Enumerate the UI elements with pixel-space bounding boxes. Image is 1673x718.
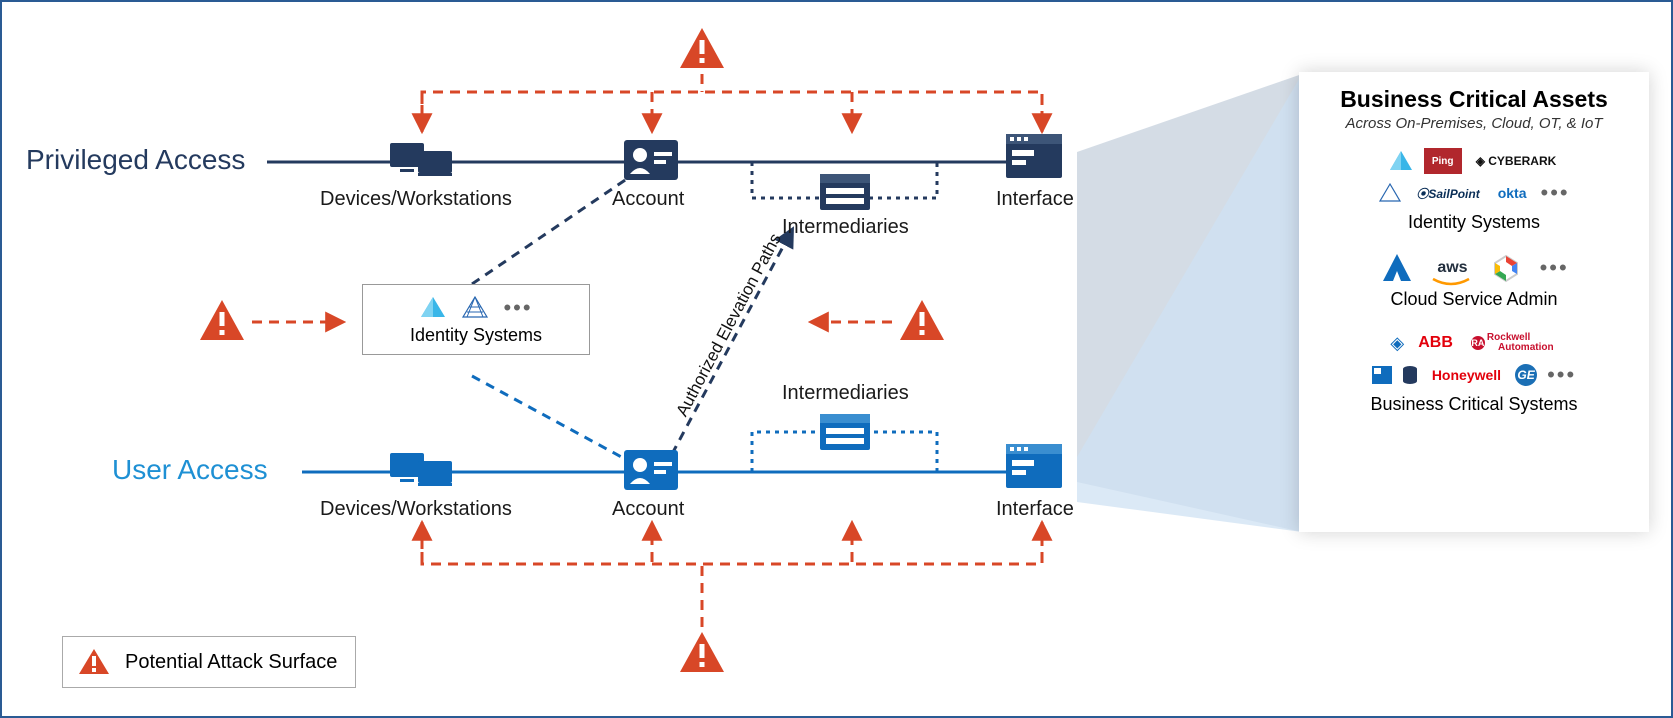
- alert-icon-left: [200, 300, 244, 340]
- priv-devices-label: Devices/Workstations: [320, 188, 512, 211]
- azure-pyramid-icon: [419, 295, 447, 321]
- okta-logo: okta: [1494, 180, 1531, 206]
- azure-logo-icon: [1388, 149, 1414, 173]
- rockwell-logo: RARockwell Automation: [1467, 330, 1558, 356]
- sidebar-title: Business Critical Assets: [1309, 86, 1639, 113]
- abb-logo: ABB: [1414, 330, 1457, 356]
- user-account-label: Account: [612, 498, 684, 521]
- bcs-section-label: Business Critical Systems: [1309, 394, 1639, 415]
- diagram-canvas: Privileged Access User Access Devices/Wo…: [0, 0, 1673, 718]
- ellipsis-icon: •••: [1541, 188, 1570, 198]
- ge-logo-icon: GE: [1515, 364, 1537, 386]
- ellipsis-icon: •••: [1540, 263, 1569, 273]
- database-icon: [1402, 365, 1418, 385]
- user-interface-label: Interface: [996, 498, 1074, 521]
- bottom-attack-bracket: [422, 522, 1042, 564]
- honeywell-logo: Honeywell: [1428, 362, 1505, 388]
- user-intermediaries-label: Intermediaries: [782, 382, 909, 405]
- account-icon-priv: [624, 140, 678, 180]
- ping-logo-icon: Ping: [1424, 148, 1462, 174]
- priv-account-label: Account: [612, 188, 684, 211]
- elevation-path-arrow: [672, 230, 792, 454]
- identity-logos-row1: Ping ◈ CYBERARK: [1309, 146, 1639, 176]
- alert-icon-top: [680, 28, 724, 68]
- mesh-pyramid-icon-2: [1378, 182, 1402, 204]
- bcs-logos-row1: ◈ ABB RARockwell Automation: [1309, 328, 1639, 358]
- bcs-logos-row2: Honeywell GE •••: [1309, 360, 1639, 390]
- mesh-pyramid-icon: [461, 295, 489, 321]
- priv-interface-label: Interface: [996, 188, 1074, 211]
- identity-systems-label: Identity Systems: [381, 325, 571, 346]
- user-access-title: User Access: [112, 454, 268, 486]
- identity-to-user-account: [472, 376, 627, 460]
- identity-systems-section-label: Identity Systems: [1309, 212, 1639, 233]
- azure-a-logo-icon: [1379, 251, 1415, 285]
- sailpoint-logo: ⦿SailPoint: [1412, 180, 1483, 206]
- ellipsis-icon: •••: [503, 303, 532, 313]
- devices-icon-priv: [390, 143, 452, 176]
- window-tile-icon: [1372, 366, 1392, 384]
- alert-icon-right: [900, 300, 944, 340]
- aws-logo: aws: [1433, 255, 1471, 281]
- alert-icon-legend: [77, 647, 111, 677]
- gcp-logo-icon: [1490, 253, 1522, 283]
- business-critical-sidebar: Business Critical Assets Across On-Premi…: [1299, 72, 1649, 532]
- priv-intermediaries-label: Intermediaries: [782, 216, 909, 239]
- privileged-access-title: Privileged Access: [26, 144, 245, 176]
- ellipsis-icon: •••: [1547, 370, 1576, 380]
- gem-icon: ◈: [1390, 333, 1404, 354]
- top-attack-bracket: [422, 92, 1042, 132]
- intermediary-icon-user: [820, 414, 870, 450]
- identity-logos-row2: ⦿SailPoint okta •••: [1309, 178, 1639, 208]
- sidebar-subtitle: Across On-Premises, Cloud, OT, & IoT: [1309, 115, 1639, 132]
- cloud-logos-row: aws •••: [1309, 251, 1639, 285]
- account-icon-user: [624, 450, 678, 490]
- legend-box: Potential Attack Surface: [62, 636, 356, 688]
- devices-icon-user: [390, 453, 452, 486]
- interface-icon-user: [1006, 444, 1062, 488]
- interface-icon-priv: [1006, 134, 1062, 178]
- cyberark-logo: ◈ CYBERARK: [1472, 148, 1561, 174]
- alert-icon-bottom: [680, 632, 724, 672]
- identity-systems-box: ••• Identity Systems: [362, 284, 590, 355]
- intermediary-icon-priv: [820, 174, 870, 210]
- legend-text: Potential Attack Surface: [125, 651, 337, 674]
- cloud-admin-section-label: Cloud Service Admin: [1309, 289, 1639, 310]
- user-devices-label: Devices/Workstations: [320, 498, 512, 521]
